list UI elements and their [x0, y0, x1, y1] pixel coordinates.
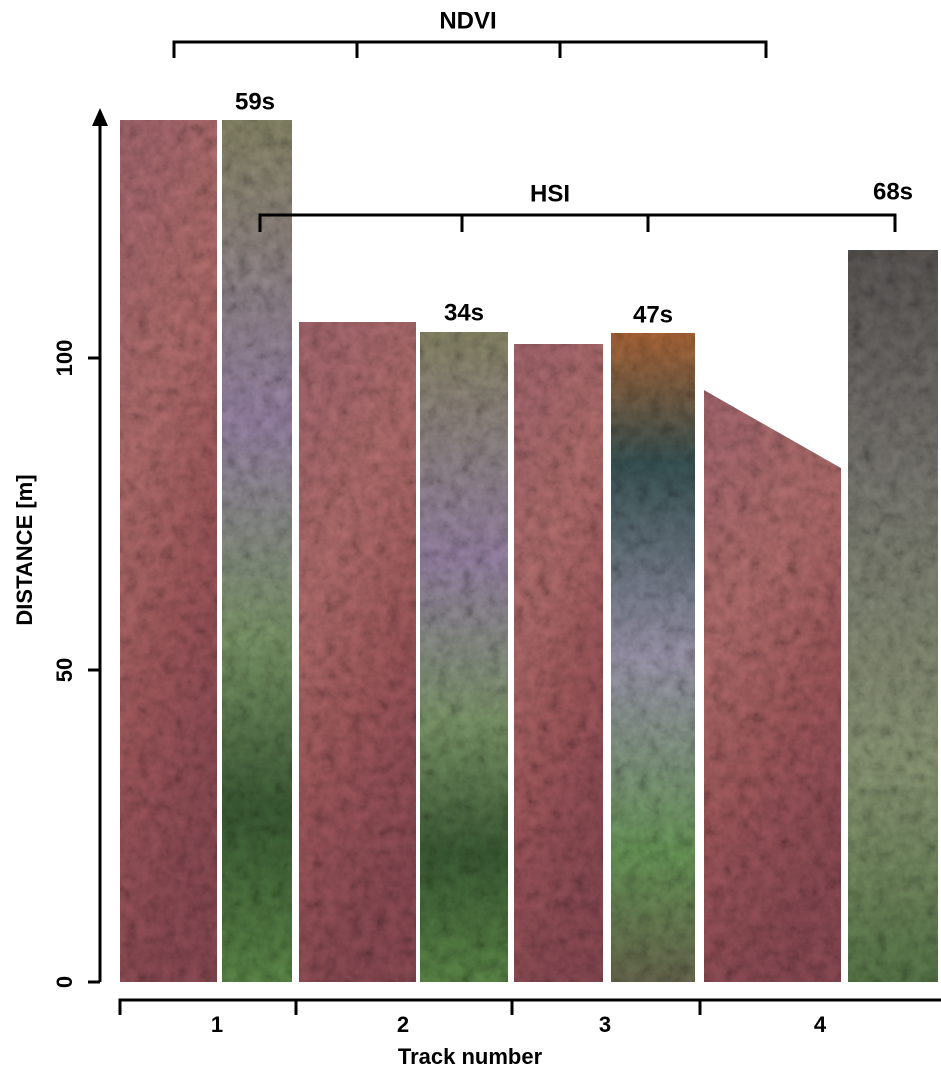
- hsi-strip: [848, 250, 938, 982]
- track-label: 4: [814, 1012, 827, 1037]
- x-axis-label: Track number: [398, 1044, 543, 1069]
- ndvi-strip: [704, 390, 841, 982]
- hsi-label: HSI: [530, 180, 570, 207]
- track-label: 1: [211, 1012, 223, 1037]
- hsi-strip: [611, 333, 695, 982]
- figure: NDVI HSI 59s 34s 47s 68s DISTANCE [m] 0 5…: [0, 0, 941, 1074]
- track-label: 2: [397, 1012, 409, 1037]
- time-label: 47s: [633, 301, 673, 328]
- image-strips: [120, 120, 938, 982]
- hsi-bracket: [260, 215, 895, 232]
- ndvi-strip: [514, 344, 603, 982]
- ndvi-bracket: [174, 42, 766, 58]
- time-label: 68s: [873, 178, 913, 205]
- ndvi-label: NDVI: [439, 7, 496, 34]
- y-tick-label: 50: [52, 658, 77, 682]
- hsi-strip: [420, 332, 508, 982]
- y-axis-label: DISTANCE [m]: [12, 474, 37, 625]
- y-tick-label: 100: [52, 340, 77, 377]
- y-tick-label: 0: [52, 976, 77, 988]
- time-label: 34s: [444, 299, 484, 326]
- ndvi-strip: [299, 322, 416, 982]
- y-ticks: 0 50 100: [52, 340, 100, 988]
- time-label: 59s: [235, 88, 275, 115]
- track-label: 3: [599, 1012, 611, 1037]
- ndvi-strip: [120, 120, 217, 982]
- hsi-strip: [222, 120, 292, 982]
- axis-arrow: [92, 108, 108, 126]
